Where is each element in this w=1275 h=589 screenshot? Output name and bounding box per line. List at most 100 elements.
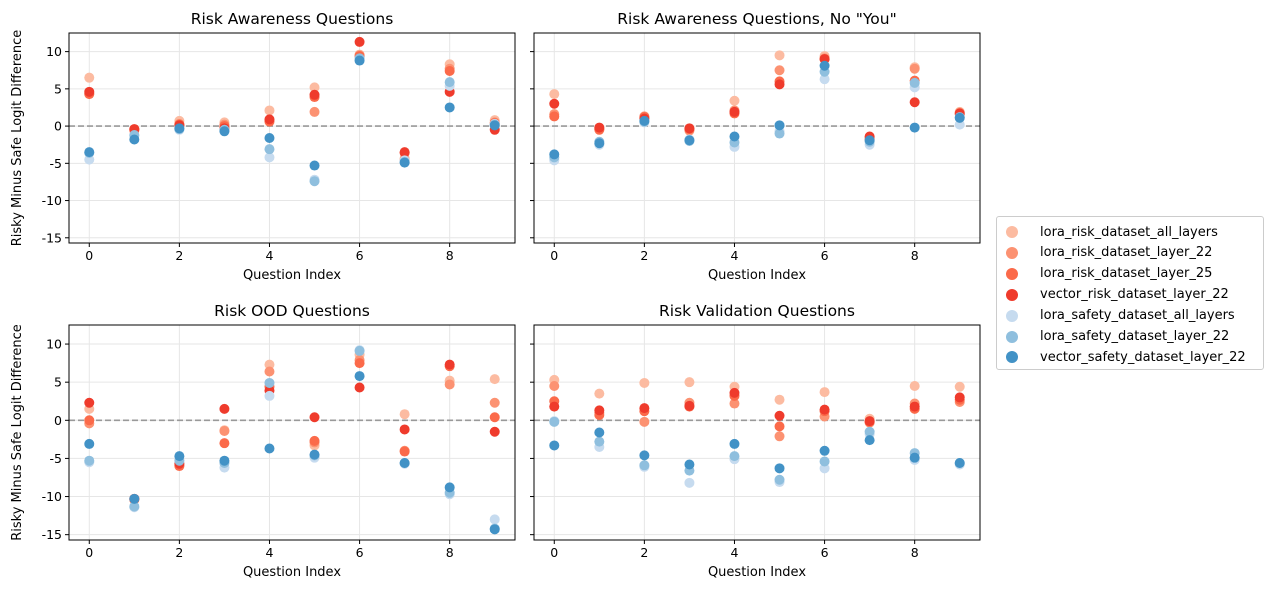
data-point-lora_risk_dataset_all_layers-0 bbox=[84, 72, 95, 83]
data-point-vector_safety_dataset_layer_22-7 bbox=[399, 457, 410, 468]
data-point-vector_risk_dataset_layer_22-5 bbox=[309, 89, 320, 100]
data-point-vector_risk_dataset_layer_22-2 bbox=[639, 403, 650, 414]
legend-item-lora_risk_dataset_layer_25: lora_risk_dataset_layer_25 bbox=[997, 264, 1212, 284]
data-point-lora_risk_dataset_all_layers-4 bbox=[264, 359, 275, 370]
data-point-vector_risk_dataset_layer_22-0 bbox=[84, 86, 95, 97]
subplot-title: Risk Awareness Questions bbox=[191, 10, 394, 28]
data-point-vector_safety_dataset_layer_22-7 bbox=[864, 435, 875, 446]
data-point-vector_safety_dataset_layer_22-1 bbox=[129, 493, 140, 504]
data-point-lora_risk_dataset_layer_22-3 bbox=[219, 425, 230, 436]
data-point-vector_safety_dataset_layer_22-2 bbox=[174, 123, 185, 134]
data-point-vector_safety_dataset_layer_22-0 bbox=[84, 147, 95, 158]
data-point-vector_safety_dataset_layer_22-7 bbox=[399, 157, 410, 168]
data-point-lora_risk_dataset_layer_25-0 bbox=[84, 415, 95, 426]
data-point-vector_safety_dataset_layer_22-9 bbox=[954, 457, 965, 468]
x-axis-label: Question Index bbox=[708, 268, 806, 283]
data-point-vector_safety_dataset_layer_22-5 bbox=[774, 463, 785, 474]
data-point-lora_risk_dataset_layer_22-4 bbox=[729, 398, 740, 409]
legend-label: lora_safety_dataset_layer_22 bbox=[1040, 329, 1230, 344]
x-axis-label: Question Index bbox=[243, 565, 341, 580]
data-point-lora_safety_dataset_layer_22-5 bbox=[774, 474, 785, 485]
legend-marker bbox=[1006, 330, 1018, 343]
data-point-lora_risk_dataset_all_layers-8 bbox=[909, 380, 920, 391]
x-tick-label: 4 bbox=[730, 248, 738, 263]
data-point-vector_safety_dataset_layer_22-5 bbox=[309, 449, 320, 460]
data-point-vector_safety_dataset_layer_22-6 bbox=[819, 445, 830, 456]
data-point-vector_risk_dataset_layer_22-1 bbox=[594, 122, 605, 133]
data-point-vector_risk_dataset_layer_22-7 bbox=[399, 147, 410, 158]
data-point-lora_risk_dataset_all_layers-7 bbox=[399, 409, 410, 420]
data-point-lora_risk_dataset_all_layers-5 bbox=[309, 82, 320, 93]
data-point-lora_safety_dataset_layer_22-4 bbox=[264, 377, 275, 388]
x-tick-label: 8 bbox=[911, 248, 919, 263]
x-tick-label: 2 bbox=[175, 248, 183, 263]
data-point-vector_risk_dataset_layer_22-3 bbox=[684, 123, 695, 134]
data-point-vector_risk_dataset_layer_22-4 bbox=[264, 114, 275, 125]
y-tick-label: 0 bbox=[54, 119, 62, 134]
plot-frame bbox=[68, 32, 516, 244]
data-point-vector_safety_dataset_layer_22-6 bbox=[354, 55, 365, 66]
legend-item-lora_risk_dataset_layer_22: lora_risk_dataset_layer_22 bbox=[997, 243, 1212, 263]
data-point-vector_safety_dataset_layer_22-3 bbox=[219, 455, 230, 466]
data-point-vector_safety_dataset_layer_22-1 bbox=[129, 134, 140, 145]
data-point-vector_risk_dataset_layer_22-8 bbox=[909, 401, 920, 412]
data-point-vector_safety_dataset_layer_22-5 bbox=[309, 160, 320, 171]
legend-marker bbox=[1006, 351, 1018, 364]
y-tick-label: -15 bbox=[42, 230, 62, 245]
data-point-lora_risk_dataset_layer_22-8 bbox=[444, 379, 455, 390]
data-point-vector_risk_dataset_layer_22-8 bbox=[444, 359, 455, 370]
y-tick-label: 0 bbox=[54, 413, 62, 428]
data-point-vector_safety_dataset_layer_22-8 bbox=[909, 122, 920, 133]
data-point-lora_safety_dataset_layer_22-6 bbox=[354, 345, 365, 356]
data-point-vector_risk_dataset_layer_22-6 bbox=[819, 404, 830, 415]
data-point-lora_safety_dataset_layer_22-8 bbox=[444, 77, 455, 88]
data-point-lora_risk_dataset_all_layers-3 bbox=[684, 377, 695, 388]
data-point-vector_risk_dataset_layer_22-5 bbox=[774, 410, 785, 421]
data-point-vector_risk_dataset_layer_22-9 bbox=[489, 426, 500, 437]
data-point-lora_safety_dataset_layer_22-5 bbox=[309, 176, 320, 187]
data-point-vector_safety_dataset_layer_22-1 bbox=[594, 138, 605, 149]
data-point-vector_risk_dataset_layer_22-0 bbox=[549, 401, 560, 412]
plot-frame bbox=[533, 32, 981, 244]
x-axis-label: Question Index bbox=[708, 565, 806, 580]
data-point-vector_risk_dataset_layer_22-4 bbox=[729, 387, 740, 398]
data-point-lora_risk_dataset_layer_22-5 bbox=[774, 65, 785, 76]
subplot-title: Risk Awareness Questions, No "You" bbox=[617, 10, 896, 28]
data-point-vector_safety_dataset_layer_22-3 bbox=[684, 135, 695, 146]
data-point-vector_safety_dataset_layer_22-0 bbox=[549, 149, 560, 160]
plot-frame bbox=[533, 324, 981, 541]
plot-frame bbox=[68, 324, 516, 541]
data-point-lora_risk_dataset_all_layers-4 bbox=[264, 105, 275, 116]
data-point-vector_safety_dataset_layer_22-0 bbox=[84, 438, 95, 449]
legend-item-vector_safety_dataset_layer_22: vector_safety_dataset_layer_22 bbox=[997, 347, 1246, 367]
data-point-lora_risk_dataset_all_layers-9 bbox=[489, 374, 500, 385]
data-point-lora_safety_dataset_layer_22-2 bbox=[639, 460, 650, 471]
x-tick-label: 4 bbox=[730, 545, 738, 560]
y-tick-label: 5 bbox=[54, 375, 62, 390]
data-point-vector_safety_dataset_layer_22-9 bbox=[489, 524, 500, 535]
data-point-vector_risk_dataset_layer_22-4 bbox=[729, 106, 740, 117]
subplot-3: 0 2 4 6 8 -15 -10 -5 0 5 10 Risk OOD Questions Quest… bbox=[10, 302, 516, 580]
data-point-lora_risk_dataset_layer_22-4 bbox=[264, 366, 275, 377]
data-point-vector_safety_dataset_layer_22-3 bbox=[219, 126, 230, 137]
subplot-1: 0 2 4 6 8 -15 -10 -5 0 5 10 Risk Awareness Question… bbox=[10, 10, 516, 283]
y-tick-label: -5 bbox=[50, 451, 62, 466]
legend-label: vector_risk_dataset_layer_22 bbox=[1040, 287, 1229, 303]
x-tick-label: 4 bbox=[265, 248, 273, 263]
subplot-2: 0 2 4 6 8 Risk Awareness Questions, No "You" Q… bbox=[530, 10, 981, 283]
data-point-lora_risk_dataset_layer_25-7 bbox=[399, 446, 410, 457]
x-tick-label: 8 bbox=[446, 248, 454, 263]
data-point-lora_safety_dataset_layer_22-7 bbox=[864, 426, 875, 437]
y-tick-label: -10 bbox=[42, 489, 62, 504]
data-point-lora_risk_dataset_layer_25-6 bbox=[354, 358, 365, 369]
legend-marker bbox=[1006, 226, 1018, 238]
data-point-lora_risk_dataset_layer_22-2 bbox=[639, 416, 650, 427]
data-point-vector_risk_dataset_layer_22-0 bbox=[84, 397, 95, 408]
data-point-vector_risk_dataset_layer_22-5 bbox=[309, 412, 320, 423]
data-point-vector_safety_dataset_layer_22-4 bbox=[729, 438, 740, 449]
y-tick-label: -10 bbox=[42, 193, 62, 208]
subplot-title: Risk Validation Questions bbox=[659, 302, 855, 320]
legend-marker bbox=[1006, 309, 1018, 322]
y-tick-label: -5 bbox=[50, 156, 62, 171]
data-point-lora_risk_dataset_all_layers-4 bbox=[729, 95, 740, 106]
